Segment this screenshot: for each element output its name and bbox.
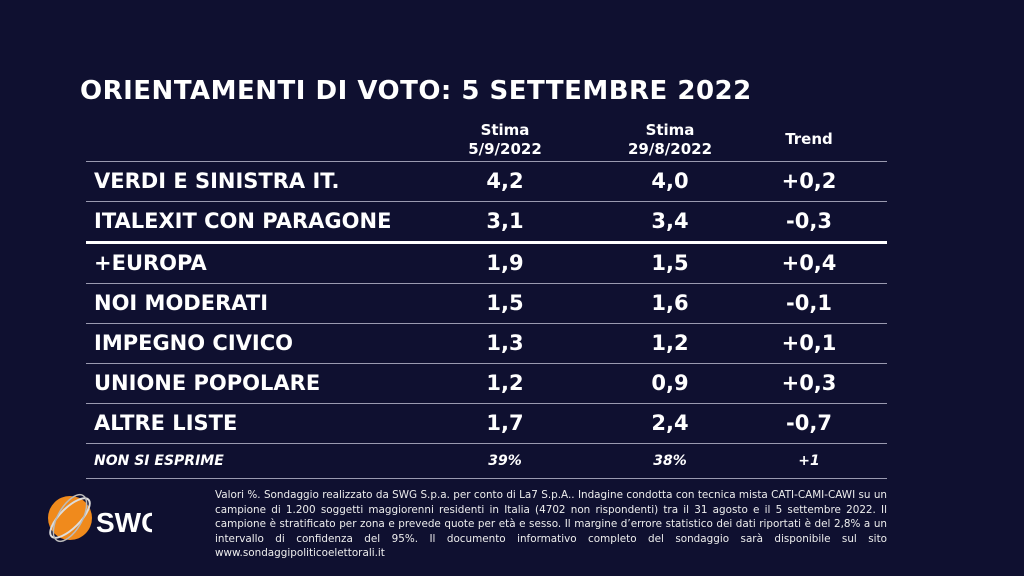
table-row: NON SI ESPRIME 39% 38% +1 [86,444,887,479]
value-trend: -0,3 [786,209,832,233]
header-label: Stima [480,121,530,139]
value-trend: +1 [798,453,820,469]
header-date: 5/9/2022 [468,140,542,158]
header-date: 29/8/2022 [627,140,713,158]
party-name: ALTRE LISTE [94,411,238,435]
value-trend: +0,2 [781,169,837,193]
value-previous: 1,6 [651,291,689,315]
table-row: +EUROPA 1,9 1,5 +0,4 [86,244,887,284]
party-name: VERDI E SINISTRA IT. [94,169,340,193]
value-current: 39% [488,453,522,469]
table-row: ALTRE LISTE 1,7 2,4 -0,7 [86,404,887,444]
methodology-footnote: Valori %. Sondaggio realizzato da SWG S.… [215,489,887,559]
value-trend: -0,1 [786,291,832,315]
value-current: 1,2 [486,371,524,395]
value-trend: +0,3 [781,371,837,395]
party-name: NOI MODERATI [94,291,269,315]
value-trend: +0,4 [781,251,837,275]
header-label: Stima [645,121,695,139]
value-trend: +0,1 [781,331,837,355]
party-name: ITALEXIT CON PARAGONE [94,209,392,233]
swg-logo: SWG [48,493,152,543]
table-header: Stima 5/9/2022 Stima 29/8/2022 Trend [86,118,887,162]
table-row: ITALEXIT CON PARAGONE 3,1 3,4 -0,3 [86,202,887,244]
party-name: IMPEGNO CIVICO [94,331,293,355]
page-title: ORIENTAMENTI DI VOTO: 5 SETTEMBRE 2022 [80,76,752,106]
value-current: 1,9 [486,251,524,275]
table-row: NOI MODERATI 1,5 1,6 -0,1 [86,284,887,324]
value-current: 3,1 [486,209,524,233]
party-name: UNIONE POPOLARE [94,371,321,395]
value-previous: 1,2 [651,331,689,355]
table-row: VERDI E SINISTRA IT. 4,2 4,0 +0,2 [86,162,887,202]
table-row: UNIONE POPOLARE 1,2 0,9 +0,3 [86,364,887,404]
header-stima-current: Stima 5/9/2022 [430,121,580,159]
value-current: 1,7 [486,411,524,435]
value-previous: 1,5 [651,251,689,275]
table-row: IMPEGNO CIVICO 1,3 1,2 +0,1 [86,324,887,364]
header-trend: Trend [785,130,833,148]
party-name: NON SI ESPRIME [94,453,224,469]
value-previous: 3,4 [651,209,689,233]
party-name: +EUROPA [94,251,207,275]
value-current: 1,5 [486,291,524,315]
value-previous: 2,4 [651,411,689,435]
poll-table: Stima 5/9/2022 Stima 29/8/2022 Trend VERDI… [86,118,887,479]
value-previous: 38% [653,453,687,469]
value-current: 1,3 [486,331,524,355]
header-stima-previous: Stima 29/8/2022 [595,121,745,159]
svg-text:SWG: SWG [96,507,152,538]
value-previous: 4,0 [651,169,689,193]
value-previous: 0,9 [651,371,689,395]
value-trend: -0,7 [786,411,832,435]
value-current: 4,2 [486,169,524,193]
